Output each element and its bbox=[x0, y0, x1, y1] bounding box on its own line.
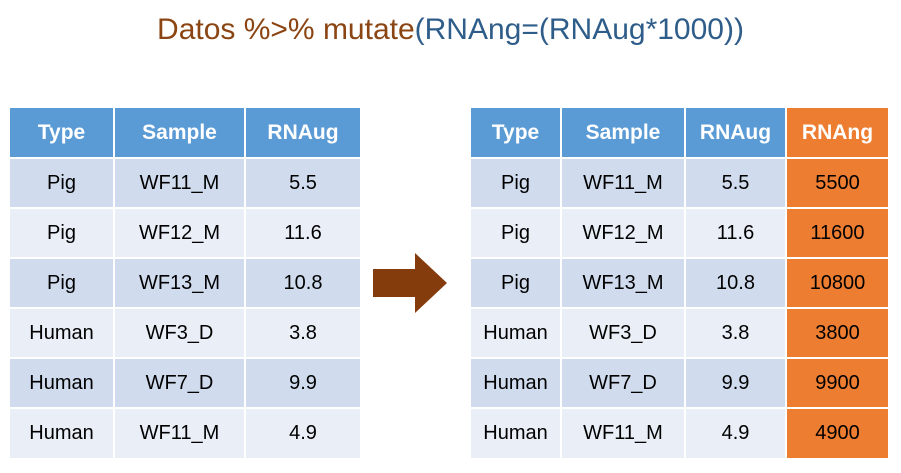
header-sample: Sample bbox=[114, 108, 246, 159]
title-mutate-args: (RNAng=(RNAug*1000)) bbox=[414, 13, 744, 46]
table-row: Pig WF13_M 10.8 10800 bbox=[471, 258, 888, 309]
cell-rnang: 4900 bbox=[786, 408, 888, 458]
cell-rnaug: 9.9 bbox=[245, 358, 360, 409]
cell-sample: WF12_M bbox=[114, 208, 246, 259]
input-table: Type Sample RNAug Pig WF11_M 5.5 Pig WF1… bbox=[10, 108, 360, 458]
output-table: Type Sample RNAug RNAng Pig WF11_M 5.5 5… bbox=[471, 108, 888, 458]
header-rnang: RNAng bbox=[786, 108, 888, 159]
table-row: Human WF11_M 4.9 4900 bbox=[471, 408, 888, 458]
cell-type: Pig bbox=[10, 208, 115, 259]
cell-rnaug: 4.9 bbox=[685, 408, 787, 458]
table-row: Pig WF12_M 11.6 bbox=[10, 208, 360, 259]
cell-sample: WF7_D bbox=[114, 358, 246, 409]
cell-rnaug: 3.8 bbox=[245, 308, 360, 359]
cell-rnaug: 5.5 bbox=[245, 158, 360, 209]
table-row: Pig WF12_M 11.6 11600 bbox=[471, 208, 888, 259]
table-row: Human WF7_D 9.9 9900 bbox=[471, 358, 888, 409]
table-header-row: Type Sample RNAug bbox=[10, 108, 360, 159]
cell-type: Pig bbox=[10, 258, 115, 309]
table-row: Pig WF11_M 5.5 bbox=[10, 158, 360, 209]
table-row: Pig WF13_M 10.8 bbox=[10, 258, 360, 309]
header-type: Type bbox=[471, 108, 562, 159]
cell-sample: WF13_M bbox=[114, 258, 246, 309]
cell-sample: WF11_M bbox=[114, 158, 246, 209]
cell-type: Pig bbox=[471, 258, 562, 309]
table-row: Human WF7_D 9.9 bbox=[10, 358, 360, 409]
cell-rnaug: 10.8 bbox=[245, 258, 360, 309]
table-row: Human WF3_D 3.8 3800 bbox=[471, 308, 888, 359]
diagram-title: Datos %>% mutate(RNAng=(RNAug*1000)) bbox=[0, 10, 901, 50]
cell-sample: WF11_M bbox=[114, 408, 246, 458]
cell-rnang: 10800 bbox=[786, 258, 888, 309]
cell-sample: WF13_M bbox=[561, 258, 686, 309]
cell-rnang: 11600 bbox=[786, 208, 888, 259]
header-sample: Sample bbox=[561, 108, 686, 159]
header-rnaug: RNAug bbox=[685, 108, 787, 159]
cell-type: Pig bbox=[10, 158, 115, 209]
cell-rnaug: 11.6 bbox=[685, 208, 787, 259]
title-pipe-part: Datos %>% mutate bbox=[157, 13, 415, 46]
cell-rnaug: 5.5 bbox=[685, 158, 787, 209]
cell-sample: WF11_M bbox=[561, 158, 686, 209]
cell-sample: WF11_M bbox=[561, 408, 686, 458]
cell-sample: WF3_D bbox=[561, 308, 686, 359]
cell-rnang: 3800 bbox=[786, 308, 888, 359]
cell-rnang: 5500 bbox=[786, 158, 888, 209]
cell-type: Human bbox=[10, 308, 115, 359]
header-type: Type bbox=[10, 108, 115, 159]
cell-type: Human bbox=[471, 308, 562, 359]
right-arrow-icon bbox=[373, 253, 447, 313]
cell-type: Human bbox=[10, 358, 115, 409]
cell-rnaug: 11.6 bbox=[245, 208, 360, 259]
cell-type: Human bbox=[471, 358, 562, 409]
cell-type: Pig bbox=[471, 158, 562, 209]
table-row: Human WF11_M 4.9 bbox=[10, 408, 360, 458]
cell-sample: WF7_D bbox=[561, 358, 686, 409]
cell-sample: WF3_D bbox=[114, 308, 246, 359]
table-row: Pig WF11_M 5.5 5500 bbox=[471, 158, 888, 209]
cell-rnaug: 3.8 bbox=[685, 308, 787, 359]
table-row: Human WF3_D 3.8 bbox=[10, 308, 360, 359]
header-rnaug: RNAug bbox=[245, 108, 360, 159]
cell-rnaug: 4.9 bbox=[245, 408, 360, 458]
cell-sample: WF12_M bbox=[561, 208, 686, 259]
cell-type: Pig bbox=[471, 208, 562, 259]
cell-rnaug: 9.9 bbox=[685, 358, 787, 409]
cell-rnang: 9900 bbox=[786, 358, 888, 409]
table-header-row: Type Sample RNAug RNAng bbox=[471, 108, 888, 159]
cell-type: Human bbox=[471, 408, 562, 458]
cell-rnaug: 10.8 bbox=[685, 258, 787, 309]
cell-type: Human bbox=[10, 408, 115, 458]
